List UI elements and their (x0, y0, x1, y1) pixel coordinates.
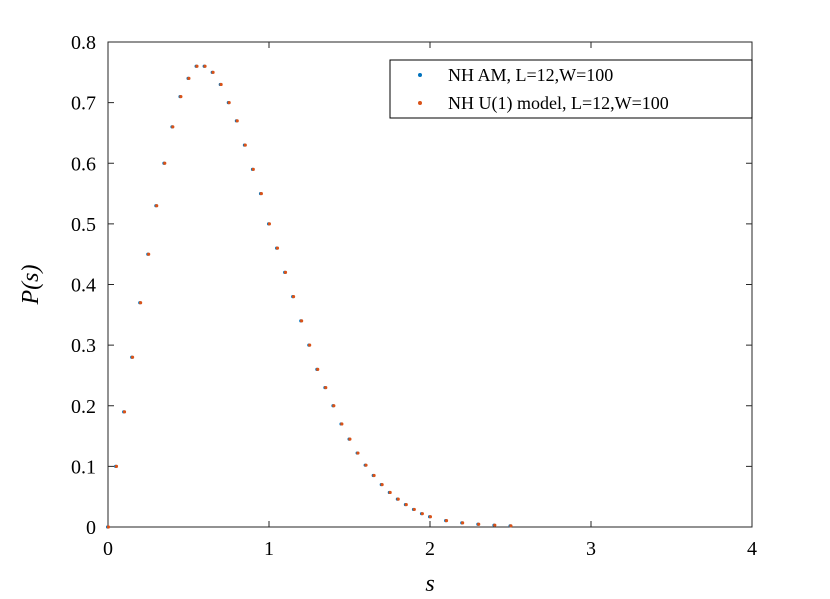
data-point (139, 301, 143, 305)
data-point (412, 507, 416, 512)
data-point (509, 524, 513, 528)
series-layer (106, 64, 513, 529)
data-point (340, 422, 344, 426)
data-point (300, 319, 304, 323)
legend-marker-series-2 (418, 101, 422, 105)
y-tick-label: 0.3 (71, 335, 96, 357)
data-point (316, 367, 320, 371)
data-point (356, 451, 360, 455)
series-2 (106, 64, 513, 529)
data-point (372, 473, 376, 478)
data-point (420, 512, 424, 516)
data-point (444, 519, 449, 523)
data-point (493, 523, 497, 527)
legend-label-series-2: NH U(1) model, L=12,W=100 (448, 93, 669, 114)
data-point (380, 482, 384, 487)
y-axis-label: P(s) (18, 265, 44, 306)
data-point (267, 222, 271, 226)
y-tick-label: 0.2 (71, 396, 96, 418)
data-point (147, 252, 151, 256)
x-tick-label: 1 (264, 538, 274, 560)
data-point (283, 270, 288, 274)
data-point (114, 464, 119, 468)
data-point (203, 64, 207, 68)
data-point (251, 167, 255, 171)
data-point (195, 64, 199, 68)
y-tick-label: 0 (86, 517, 96, 539)
y-tick-label: 0.8 (71, 32, 96, 54)
data-point (227, 101, 231, 105)
legend: NH AM, L=12,W=100 NH U(1) model, L=12,W=… (389, 59, 753, 119)
data-point (243, 143, 247, 147)
data-point (122, 410, 127, 414)
data-point (259, 191, 263, 196)
x-axis-label: s (425, 571, 434, 597)
y-tick-label: 0.1 (71, 456, 96, 478)
data-point (211, 70, 215, 74)
data-point (275, 246, 280, 250)
y-axis-ticks: 0 0.1 0.2 0.3 0.4 0.5 0.6 0.7 0.8 (71, 32, 752, 539)
data-point (388, 490, 392, 495)
y-tick-label: 0.4 (71, 275, 96, 297)
data-point (187, 76, 191, 80)
legend-box (389, 59, 753, 119)
data-point (130, 355, 135, 359)
data-point (163, 161, 167, 165)
data-point (308, 343, 312, 347)
data-point (179, 94, 183, 99)
y-tick-label: 0.7 (71, 93, 96, 115)
x-tick-label: 2 (425, 538, 435, 560)
y-tick-label: 0.6 (71, 153, 96, 175)
x-tick-label: 3 (586, 538, 596, 560)
data-point (428, 515, 432, 519)
data-point (461, 521, 465, 525)
legend-label-series-1: NH AM, L=12,W=100 (448, 65, 613, 85)
data-point (291, 295, 296, 299)
data-point (235, 119, 239, 123)
data-point (155, 204, 159, 208)
data-point (332, 404, 336, 408)
legend-marker-series-1 (418, 73, 422, 77)
data-point (404, 502, 408, 507)
x-axis-ticks: 0 1 2 3 4 (103, 42, 757, 560)
data-point (364, 463, 368, 467)
data-point (219, 82, 223, 87)
data-point (171, 125, 175, 129)
x-tick-label: 0 (103, 538, 113, 560)
series-1 (106, 64, 512, 529)
data-point (477, 522, 481, 526)
data-point (396, 497, 400, 501)
x-tick-label: 4 (747, 538, 757, 560)
data-point (348, 437, 352, 441)
data-point (324, 385, 328, 390)
data-point (106, 525, 110, 529)
y-tick-label: 0.5 (71, 214, 96, 236)
